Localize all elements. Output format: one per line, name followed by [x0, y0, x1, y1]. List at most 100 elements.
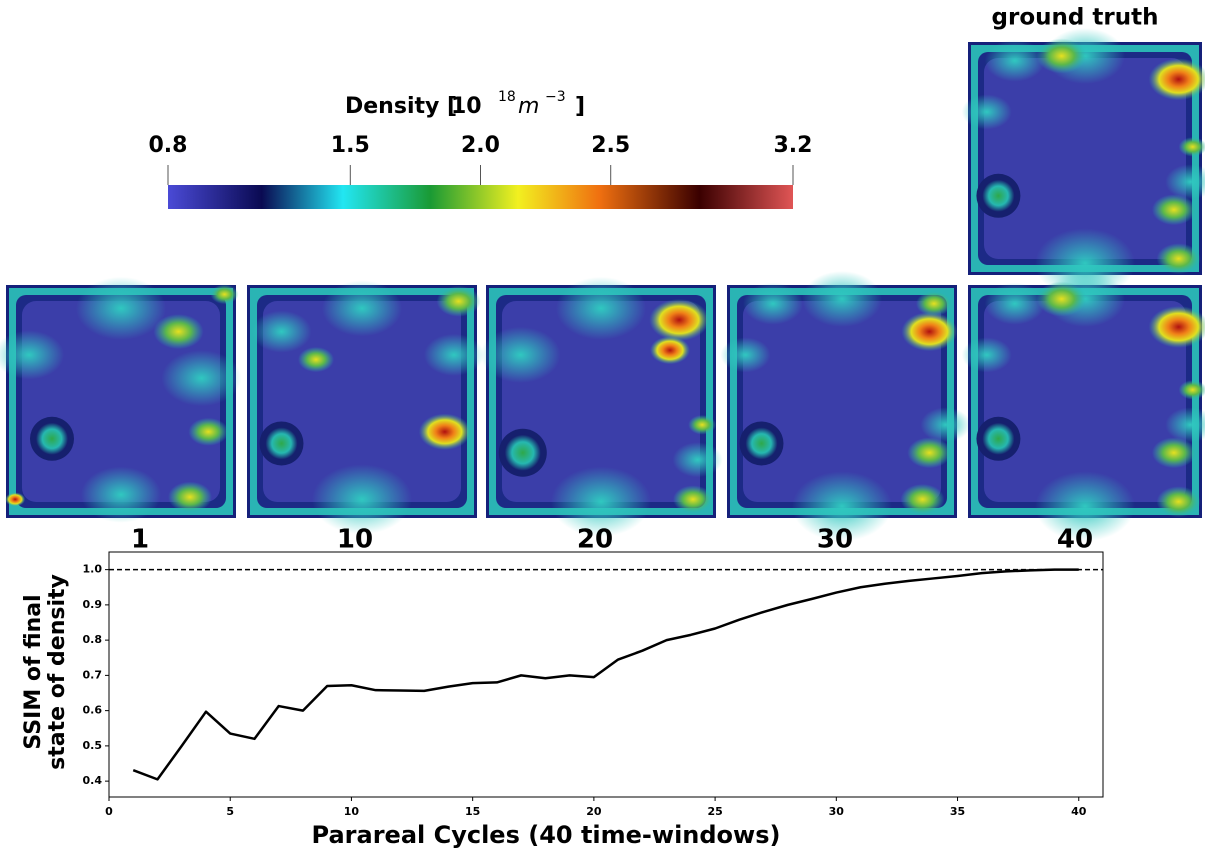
- blob: [5, 492, 26, 507]
- y-axis-label: SSIM of final: [21, 594, 46, 749]
- colorbar-tick-label: 3.2: [774, 133, 813, 158]
- colorbar-tick-label: 2.0: [461, 133, 500, 158]
- blob: [1148, 305, 1205, 348]
- blob: [1151, 194, 1196, 226]
- panel-interior: [984, 301, 1186, 502]
- blob: [424, 333, 484, 376]
- density-panel: [961, 27, 1205, 299]
- blob: [920, 407, 971, 443]
- blob: [1178, 380, 1205, 400]
- x-tick-label: 0: [105, 805, 113, 818]
- blob: [688, 415, 717, 435]
- blob: [1156, 486, 1201, 518]
- panel-label: 20: [577, 525, 613, 555]
- blob: [322, 280, 402, 337]
- colorbar-unit-var-exp: −3: [545, 89, 566, 105]
- ground-truth-label: ground truth: [992, 5, 1159, 31]
- blob: [161, 350, 242, 407]
- panel-label: 30: [817, 525, 853, 555]
- x-tick-label: 25: [707, 805, 722, 818]
- colorbar-label: Density [: [345, 94, 457, 119]
- blob: [1178, 137, 1205, 157]
- blob: [551, 466, 651, 537]
- blob: [210, 284, 239, 305]
- blob: [298, 346, 334, 373]
- colorbar: [168, 185, 793, 209]
- blob: [153, 314, 204, 350]
- blob: [984, 39, 1045, 82]
- blob: [907, 437, 952, 469]
- blob: [251, 310, 312, 353]
- density-panel: [720, 270, 971, 542]
- blob: [0, 330, 64, 380]
- blob: [650, 336, 690, 365]
- panel-label: 40: [1057, 525, 1093, 555]
- y-tick-label: 0.4: [83, 774, 103, 787]
- blob: [901, 312, 958, 352]
- panel-label: 10: [337, 525, 373, 555]
- blob: [916, 291, 952, 317]
- colorbar-unit: 10: [451, 94, 482, 119]
- y-tick-label: 1.0: [83, 563, 103, 576]
- x-tick-label: 15: [465, 805, 480, 818]
- blob: [418, 413, 471, 450]
- y-tick-label: 0.7: [83, 668, 103, 681]
- y-tick-label: 0.8: [83, 633, 103, 646]
- vortex: [504, 434, 541, 471]
- panel-interior: [984, 58, 1186, 259]
- y-tick-label: 0.6: [83, 704, 103, 717]
- blob: [792, 471, 892, 542]
- blob: [1035, 471, 1135, 542]
- density-panel: [480, 276, 723, 537]
- colorbar-tick-label: 2.5: [591, 133, 630, 158]
- vortex: [982, 179, 1015, 212]
- vortex: [745, 427, 778, 460]
- blob: [720, 337, 771, 373]
- colorbar-unit-var: m: [518, 94, 539, 119]
- y-axis-label: state of density: [45, 574, 70, 770]
- blob: [168, 481, 212, 513]
- x-tick-label: 40: [1071, 805, 1087, 818]
- blob: [312, 464, 412, 535]
- blob: [76, 276, 166, 340]
- blob: [649, 298, 710, 341]
- plot-frame: [108, 551, 1104, 798]
- density-panel: [0, 276, 242, 523]
- y-tick-label: 0.9: [83, 598, 103, 611]
- x-tick-label: 20: [586, 805, 602, 818]
- blob: [436, 285, 481, 317]
- blob: [1036, 281, 1087, 317]
- blob: [1165, 164, 1205, 200]
- x-tick-label: 35: [950, 805, 965, 818]
- panel-label: 1: [131, 525, 149, 555]
- colorbar-unit-exp: 18: [498, 89, 516, 105]
- vortex: [982, 422, 1015, 455]
- vortex: [265, 427, 298, 460]
- x-tick-label: 5: [226, 805, 234, 818]
- blob: [743, 282, 803, 325]
- blob: [961, 337, 1012, 373]
- blob: [1148, 58, 1205, 101]
- colorbar-tick-label: 1.5: [331, 133, 370, 158]
- blob: [1156, 243, 1201, 275]
- colorbar-tick-label: 0.8: [149, 133, 188, 158]
- colorbar-bracket: ]: [575, 94, 585, 119]
- blob: [81, 466, 161, 523]
- blob: [961, 94, 1012, 130]
- panel-interior: [22, 301, 220, 502]
- blob: [673, 485, 713, 514]
- blob: [984, 282, 1045, 325]
- blob: [556, 276, 646, 340]
- ssim-line: [132, 568, 1079, 781]
- density-panel: [961, 270, 1205, 542]
- blob: [480, 326, 561, 383]
- x-axis-label: Parareal Cycles (40 time-windows): [312, 821, 781, 849]
- blob: [188, 417, 229, 446]
- blob: [1151, 437, 1196, 469]
- panel-interior: [743, 301, 941, 502]
- blob: [1165, 407, 1205, 443]
- x-tick-label: 10: [344, 805, 360, 818]
- blob: [802, 270, 882, 327]
- blob: [672, 442, 723, 478]
